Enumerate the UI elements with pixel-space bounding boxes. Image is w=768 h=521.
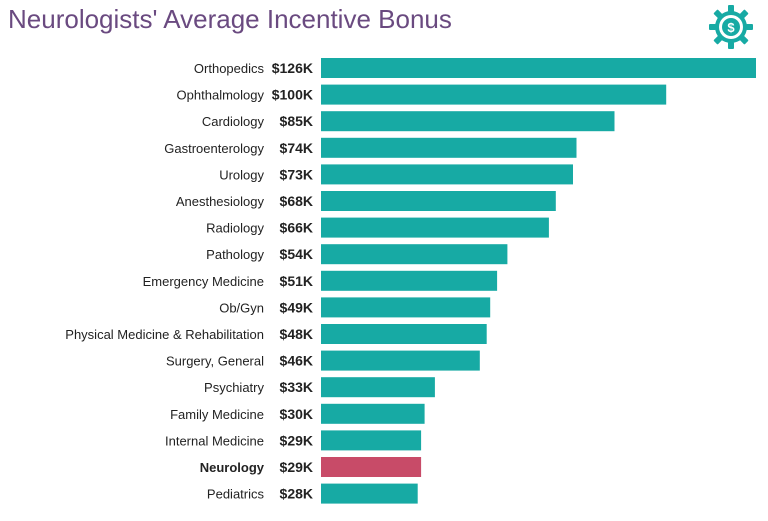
category-label: Pediatrics — [207, 487, 265, 502]
bar-anesthesiology — [321, 191, 556, 211]
bar-gastroenterology — [321, 137, 577, 158]
category-label: Ob/Gyn — [219, 300, 264, 315]
bar-emergency-medicine — [321, 270, 498, 291]
category-label: Urology — [219, 167, 264, 182]
bar-ophthalmology — [321, 84, 667, 105]
value-label: $85K — [280, 113, 313, 129]
bar-urology — [321, 164, 573, 185]
category-label: Surgery, General — [166, 354, 264, 369]
category-label: Family Medicine — [170, 407, 264, 422]
bar-cardiology — [321, 111, 615, 132]
category-label: Internal Medicine — [165, 433, 264, 448]
bar-neurology — [321, 457, 422, 477]
value-label: $100K — [272, 87, 313, 103]
value-label: $49K — [280, 299, 313, 315]
category-label: Emergency Medicine — [143, 274, 264, 289]
value-label: $74K — [280, 140, 313, 156]
bar-ob-gyn — [321, 297, 491, 318]
value-label: $29K — [280, 432, 313, 448]
value-label: $28K — [280, 486, 313, 502]
category-label: Cardiology — [202, 114, 265, 129]
svg-text:$: $ — [727, 20, 735, 35]
value-label: $46K — [280, 353, 313, 369]
value-label: $29K — [280, 459, 313, 475]
value-label: $66K — [280, 220, 313, 236]
money-gear-icon: $ — [709, 5, 753, 49]
value-label: $68K — [280, 193, 313, 209]
value-label: $30K — [280, 406, 313, 422]
value-label: $33K — [280, 379, 313, 395]
value-label: $126K — [272, 60, 313, 76]
value-label: $54K — [280, 246, 313, 262]
bar-internal-medicine — [321, 430, 422, 451]
bar-physical-medicine-rehabilitation — [321, 324, 487, 344]
bar-psychiatry — [321, 377, 435, 398]
category-label: Psychiatry — [204, 380, 264, 395]
category-label: Anesthesiology — [176, 194, 265, 209]
bar-surgery-general — [321, 350, 480, 371]
bar-orthopedics — [321, 58, 756, 78]
value-label: $73K — [280, 166, 313, 182]
category-label: Ophthalmology — [177, 88, 265, 103]
bar-family-medicine — [321, 403, 425, 424]
bar-radiology — [321, 217, 549, 238]
category-label: Radiology — [206, 221, 264, 236]
value-label: $51K — [280, 273, 313, 289]
bar-pediatrics — [321, 483, 418, 504]
category-label: Physical Medicine & Rehabilitation — [65, 327, 264, 342]
value-label: $48K — [280, 326, 313, 342]
category-label: Neurology — [200, 460, 265, 475]
bar-pathology — [321, 244, 508, 265]
category-label: Gastroenterology — [164, 141, 264, 156]
category-label: Pathology — [206, 247, 264, 262]
chart-title: Neurologists' Average Incentive Bonus — [8, 4, 452, 34]
category-label: Orthopedics — [194, 61, 265, 76]
